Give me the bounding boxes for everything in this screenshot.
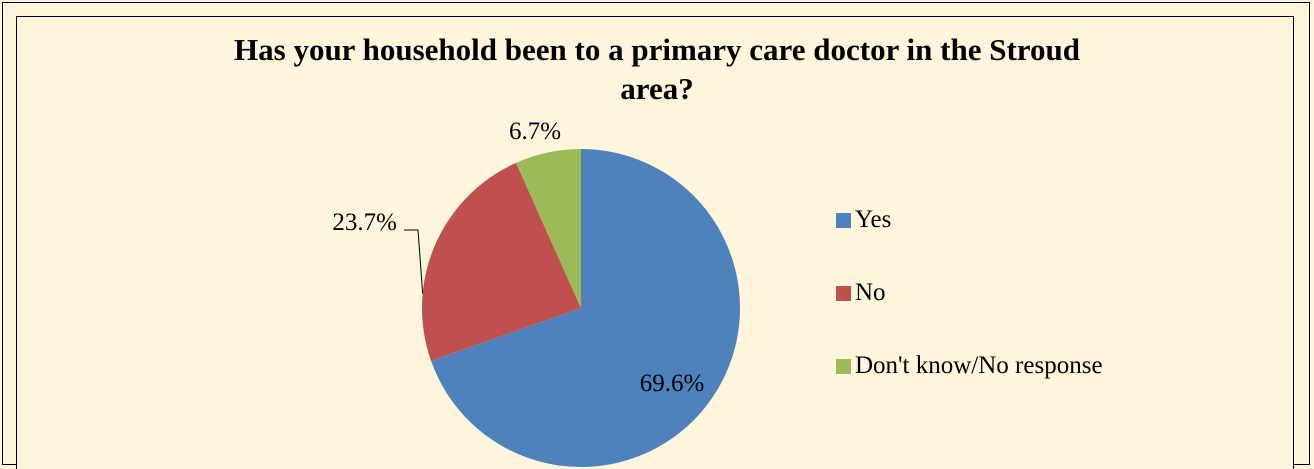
legend: Yes No Don't know/No response bbox=[836, 200, 1103, 419]
legend-item-no: No bbox=[836, 273, 1103, 313]
legend-item-yes: Yes bbox=[836, 200, 1103, 240]
pie-slice-no bbox=[422, 162, 581, 361]
legend-label-dont-know: Don't know/No response bbox=[855, 352, 1103, 379]
leader-line-no bbox=[404, 229, 424, 294]
data-label-yes: 69.6% bbox=[640, 370, 705, 397]
legend-label-yes: Yes bbox=[855, 206, 892, 233]
chart-title: Has your household been to a primary car… bbox=[0, 30, 1314, 108]
legend-swatch-no bbox=[836, 285, 851, 301]
legend-label-no: No bbox=[855, 279, 886, 306]
data-label-no: 23.7% bbox=[332, 209, 397, 236]
chart-title-line2: area? bbox=[620, 71, 694, 106]
legend-swatch-dont-know bbox=[836, 358, 851, 374]
legend-swatch-yes bbox=[836, 212, 851, 228]
legend-item-dont-know: Don't know/No response bbox=[836, 346, 1103, 386]
data-label-dont-know: 6.7% bbox=[509, 118, 561, 145]
pie-slice-yes bbox=[431, 149, 740, 467]
pie-slice-dont-know bbox=[516, 149, 581, 308]
chart-title-line1: Has your household been to a primary car… bbox=[234, 32, 1080, 67]
